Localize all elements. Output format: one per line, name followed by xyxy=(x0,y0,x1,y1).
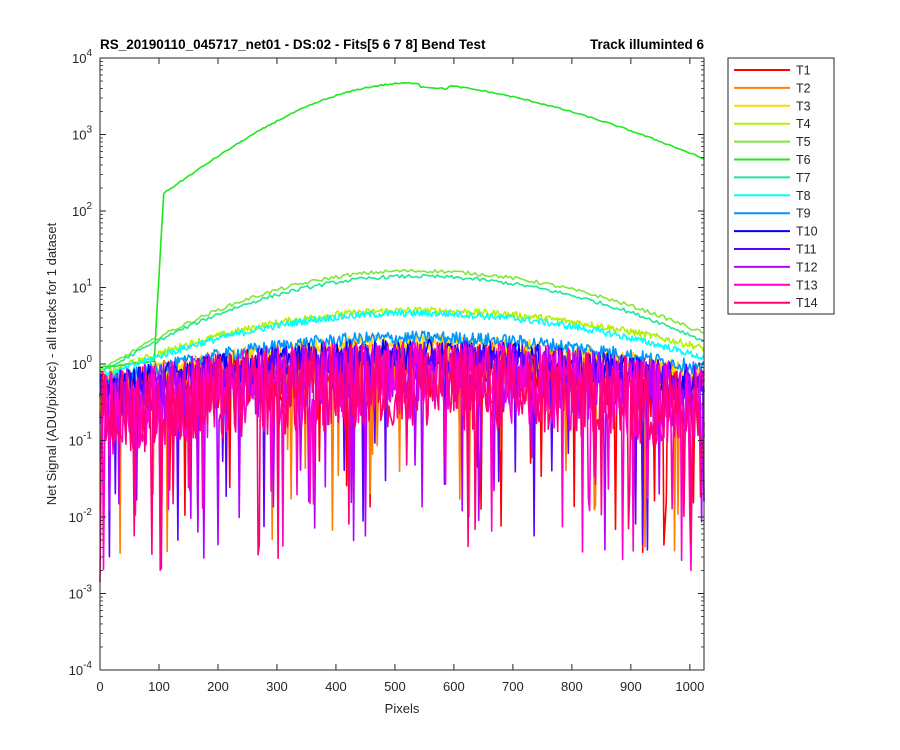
legend-label: T5 xyxy=(796,135,811,149)
y-axis-label: Net Signal (ADU/pix/sec) - all tracks fo… xyxy=(44,222,59,505)
series-line-t14 xyxy=(99,341,705,583)
y-tick-label: 10-4 xyxy=(69,660,93,678)
chart-title-right: Track illuminted 6 xyxy=(590,37,705,52)
y-tick-label: 10-2 xyxy=(69,507,93,525)
y-tick-label: 100 xyxy=(72,354,92,372)
legend-label: T9 xyxy=(796,207,811,221)
series-line-t6 xyxy=(99,81,705,369)
legend-label: T14 xyxy=(796,296,818,310)
x-tick-label: 200 xyxy=(207,679,229,694)
legend-label: T13 xyxy=(796,278,818,292)
x-tick-label: 400 xyxy=(325,679,347,694)
legend-label: T1 xyxy=(796,64,811,78)
legend-label: T6 xyxy=(796,153,811,167)
y-tick-label: 10-3 xyxy=(69,584,93,602)
series-line-t5 xyxy=(99,268,705,373)
y-tick-label: 103 xyxy=(72,125,92,143)
legend-label: T12 xyxy=(796,260,818,274)
plot-area xyxy=(99,58,705,670)
x-axis-label: Pixels xyxy=(385,701,420,716)
y-tick-label: 10-1 xyxy=(69,431,93,449)
legend-label: T4 xyxy=(796,117,811,131)
x-tick-label: 300 xyxy=(266,679,288,694)
legend-label: T10 xyxy=(796,225,818,239)
x-tick-label: 0 xyxy=(96,679,103,694)
legend-label: T3 xyxy=(796,99,811,113)
y-tick-label: 101 xyxy=(72,278,92,296)
legend: T1 T2 T3 T4 T5 T6 T7 T8 T9 T10 T11 T12 T13 T14 xyxy=(727,57,835,315)
x-tick-label: 500 xyxy=(384,679,406,694)
x-tick-label: 800 xyxy=(561,679,583,694)
x-ticks: 0 100 200 300 400 500 600 700 800 900 1000 xyxy=(96,58,704,694)
x-tick-label: 700 xyxy=(502,679,524,694)
legend-label: T11 xyxy=(796,243,817,257)
legend-label: T8 xyxy=(796,189,811,203)
series-group xyxy=(99,81,705,583)
x-tick-label: 900 xyxy=(620,679,642,694)
series-line-t8 xyxy=(99,309,705,382)
legend-label: T2 xyxy=(796,81,811,95)
chart-title: RS_20190110_045717_net01 - DS:02 - Fits[… xyxy=(100,37,486,52)
legend-box xyxy=(727,57,835,315)
y-tick-label: 102 xyxy=(72,201,92,219)
y-tick-label: 104 xyxy=(72,48,92,66)
legend-items: T1 T2 T3 T4 T5 T6 T7 T8 T9 T10 T11 T12 T13 T14 xyxy=(734,64,818,310)
series-line-t7 xyxy=(99,273,705,375)
x-tick-label: 600 xyxy=(443,679,465,694)
series-line-t9 xyxy=(99,330,705,387)
x-tick-label: 100 xyxy=(148,679,170,694)
y-ticks: 10-4 10-3 10-2 10-1 100 101 102 103 104 xyxy=(69,48,704,678)
legend-label: T7 xyxy=(796,171,811,185)
x-tick-label: 1000 xyxy=(675,679,704,694)
